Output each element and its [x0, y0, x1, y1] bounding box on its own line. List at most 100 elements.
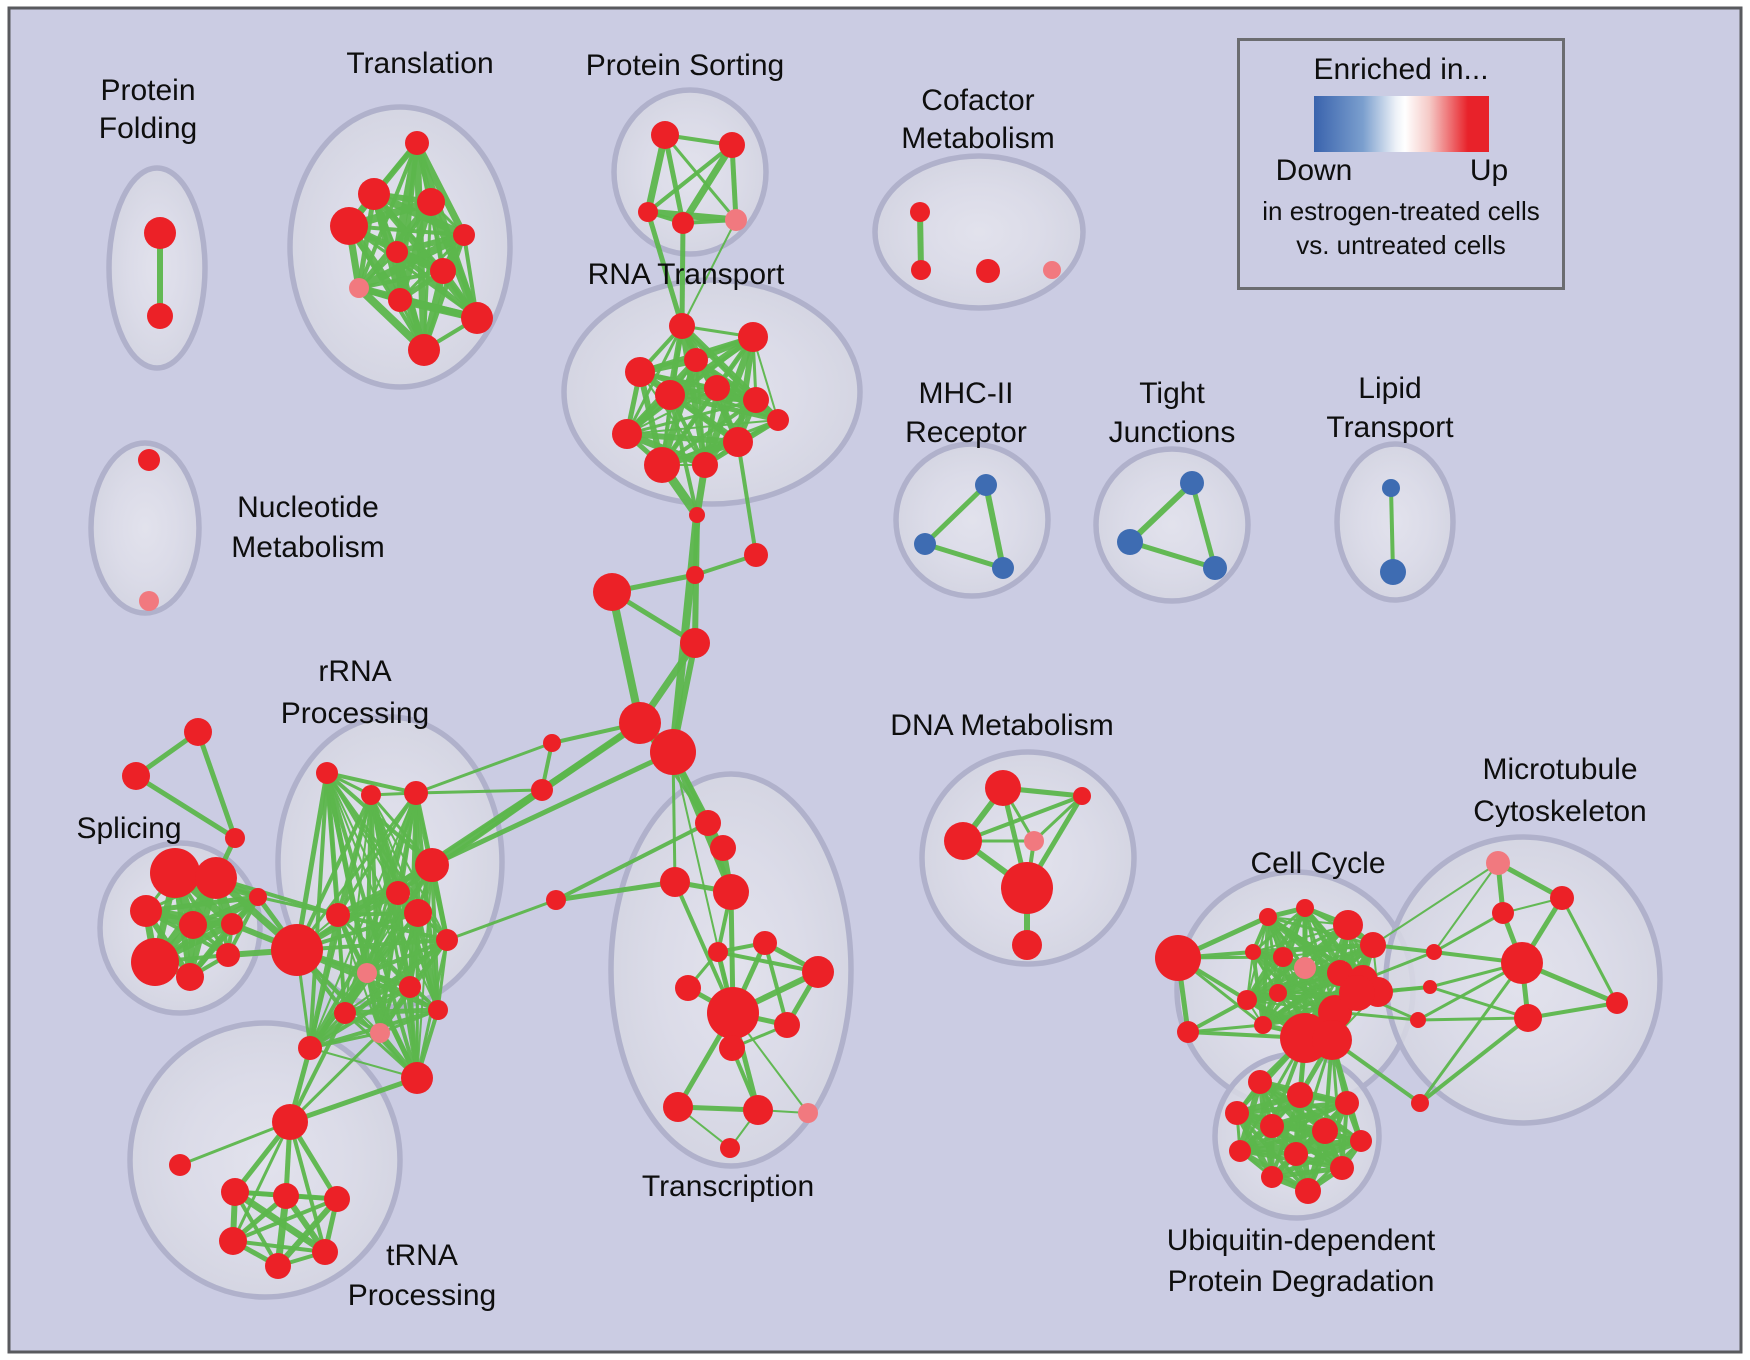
- edge: [415, 788, 543, 795]
- edge: [555, 821, 709, 902]
- node-cc2: [1259, 908, 1277, 926]
- node-tr2: [358, 178, 390, 210]
- node-tn_iso: [169, 1154, 191, 1176]
- node-tx14: [720, 1138, 740, 1158]
- edge: [1187, 998, 1248, 1034]
- cluster-trna-processing-label-line1: tRNA: [386, 1239, 458, 1272]
- edge: [647, 208, 737, 224]
- edge: [295, 948, 419, 1080]
- node-nm2: [139, 591, 159, 611]
- node-tr5: [453, 224, 475, 246]
- node-tx3: [660, 867, 690, 897]
- edge: [1187, 1023, 1264, 1034]
- node-tn3: [324, 1186, 350, 1212]
- cluster-tight-junctions-region: [1093, 446, 1251, 604]
- edge: [179, 1120, 291, 1167]
- node-ub7: [1229, 1140, 1251, 1162]
- node-lp1: [1382, 479, 1400, 497]
- edge: [679, 222, 686, 327]
- node-rt11: [692, 452, 718, 478]
- edge: [1389, 487, 1395, 573]
- node-tx6: [753, 931, 777, 955]
- node-mt_c4: [1411, 1094, 1429, 1112]
- edge: [1418, 1016, 1530, 1105]
- node-cf3: [976, 259, 1000, 283]
- edge: [348, 224, 465, 237]
- node-tx9: [774, 1012, 800, 1038]
- node-sp1: [150, 848, 200, 898]
- node-tx5: [708, 942, 728, 962]
- node-ub8: [1284, 1142, 1308, 1166]
- node-mt_pink: [1486, 851, 1510, 875]
- edge: [1127, 480, 1195, 545]
- legend-subtitle-line1: in estrogen-treated cells: [1262, 196, 1540, 226]
- node-tr4: [330, 207, 368, 245]
- node-tx12: [743, 1095, 773, 1125]
- cluster-protein-folding-label-line1: Protein: [100, 74, 195, 107]
- edge: [308, 938, 449, 1050]
- node-dm1: [985, 770, 1021, 806]
- edge: [626, 419, 779, 435]
- edge: [1418, 962, 1524, 1104]
- node-mh2: [914, 533, 936, 555]
- legend-gradient-bar: [1314, 96, 1489, 152]
- edge: [661, 418, 779, 467]
- edge: [1252, 942, 1374, 955]
- node-sp7: [176, 963, 204, 991]
- node-cc3: [1296, 899, 1314, 917]
- node-cc7: [1273, 947, 1293, 967]
- cluster-cofactor-metabolism-region: [872, 153, 1086, 311]
- node-mt4: [1514, 1004, 1542, 1032]
- node-tr8: [349, 278, 369, 298]
- node-tr7: [430, 258, 456, 284]
- node-cc4: [1333, 910, 1363, 940]
- legend-title: Enriched in...: [1313, 53, 1489, 86]
- node-dm4: [1024, 831, 1044, 851]
- edge: [663, 134, 738, 221]
- node-tr6: [386, 241, 408, 263]
- edge: [763, 942, 789, 1026]
- node-cn3: [593, 573, 631, 611]
- legend-box: Enriched in... Down Up in estrogen-treat…: [1237, 38, 1565, 290]
- node-rt6: [743, 387, 769, 413]
- edge: [680, 143, 735, 225]
- cluster-ubiquitin-degradation-label-line2: Protein Degradation: [1168, 1265, 1435, 1298]
- node-cc19: [1254, 1016, 1272, 1034]
- node-ub1: [1248, 1070, 1272, 1094]
- node-tx2: [710, 835, 736, 861]
- edge: [379, 1008, 439, 1035]
- edge: [1246, 991, 1358, 1002]
- cluster-transcription-label-line1: Transcription: [642, 1170, 814, 1203]
- cluster-microtubule-cytoskeleton-label-line1: Microtubule: [1482, 753, 1637, 786]
- node-lp2: [1380, 559, 1406, 585]
- edge: [288, 1121, 327, 1253]
- node-mt2: [1492, 902, 1514, 924]
- node-tn4: [219, 1227, 247, 1255]
- node-rt8: [612, 419, 642, 449]
- edge: [626, 431, 739, 445]
- cluster-nucleotide-metabolism-label-line1: Nucleotide: [237, 491, 379, 524]
- node-rr2: [361, 785, 381, 805]
- edge: [231, 1121, 292, 1242]
- cluster-dna-metabolism-region: [919, 749, 1137, 967]
- edge: [295, 794, 373, 951]
- node-tx4: [713, 874, 749, 910]
- edge: [232, 1239, 326, 1254]
- node-mt3: [1606, 992, 1628, 1014]
- node-rt12: [767, 409, 789, 431]
- cluster-cofactor-metabolism-label-line2: Metabolism: [901, 122, 1054, 155]
- node-tx10: [719, 1035, 745, 1061]
- node-sp5: [221, 913, 243, 935]
- node-dm5: [1001, 862, 1053, 914]
- legend-axis-labels: Down Up: [1276, 152, 1509, 190]
- node-pf1: [144, 217, 176, 249]
- node-sp4: [179, 911, 207, 939]
- node-rr13: [428, 1000, 448, 1020]
- node-rr11: [298, 1036, 322, 1060]
- edge: [430, 749, 675, 868]
- edge: [275, 1197, 340, 1268]
- node-tr11: [408, 334, 440, 366]
- node-dm3: [944, 822, 982, 860]
- edge: [1433, 862, 1499, 953]
- node-rr12: [370, 1023, 390, 1043]
